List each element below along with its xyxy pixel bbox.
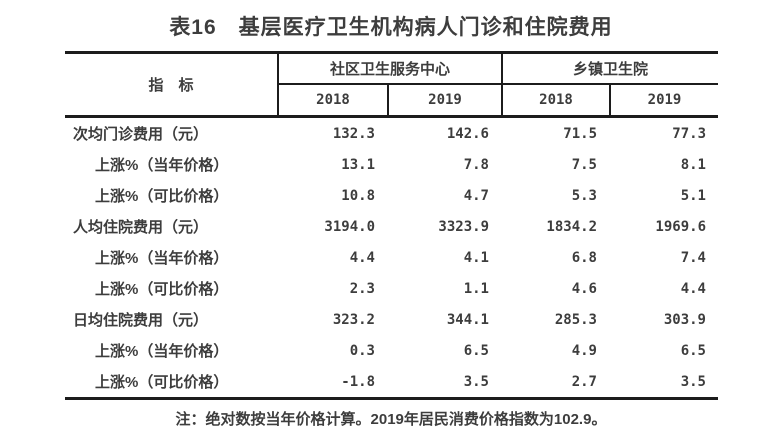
table-row: 上涨%（可比价格） 10.8 4.7 5.3 5.1: [65, 180, 718, 211]
value-cell: 4.9: [571, 342, 597, 359]
value-cell: 132.3: [332, 125, 375, 142]
row-label: 上涨%（可比价格）: [95, 188, 229, 205]
value-cell: 3.5: [680, 373, 706, 390]
value-cell: 4.7: [463, 187, 489, 204]
value-cell: 344.1: [446, 311, 489, 328]
row-label: 上涨%（可比价格）: [95, 281, 229, 298]
column-group-community-health-centers: 社区卫生服务中心: [277, 54, 501, 85]
value-cell: 4.4: [349, 249, 375, 266]
table-header: 指 标 社区卫生服务中心 乡镇卫生院 2018 2019 2018 2019: [65, 54, 718, 118]
row-label: 次均门诊费用（元）: [73, 126, 209, 143]
row-label: 上涨%（当年价格）: [95, 343, 229, 360]
value-cell: 10.8: [341, 187, 375, 204]
value-cell: 4.4: [680, 280, 706, 297]
value-cell: 6.5: [463, 342, 489, 359]
row-label: 上涨%（当年价格）: [95, 157, 229, 174]
table-row: 上涨%（当年价格） 13.1 7.8 7.5 8.1: [65, 149, 718, 180]
table-row: 上涨%（可比价格） 2.3 1.1 4.6 4.4: [65, 273, 718, 304]
value-cell: 3194.0: [324, 218, 375, 235]
value-cell: 7.8: [463, 156, 489, 173]
row-label: 上涨%（可比价格）: [95, 374, 229, 391]
row-label: 上涨%（当年价格）: [95, 250, 229, 267]
statistics-table: 指 标 社区卫生服务中心 乡镇卫生院 2018 2019 2018 2019 次…: [65, 51, 718, 400]
value-cell: 2.7: [571, 373, 597, 390]
footnote: 注：绝对数按当年价格计算。2019年居民消费价格指数为102.9。: [175, 411, 607, 428]
row-label: 日均住院费用（元）: [73, 312, 209, 329]
value-cell: 8.1: [680, 156, 706, 173]
table-title: 表16 基层医疗卫生机构病人门诊和住院费用: [169, 16, 613, 39]
value-cell: 0.3: [349, 342, 375, 359]
column-group-township-health-centers: 乡镇卫生院: [501, 54, 718, 85]
year-header-2018-group2: 2018: [501, 85, 609, 115]
value-cell: 2.3: [349, 280, 375, 297]
table-row: 次均门诊费用（元） 132.3 142.6 71.5 77.3: [65, 118, 718, 149]
value-cell: 6.5: [680, 342, 706, 359]
row-label: 人均住院费用（元）: [73, 219, 209, 236]
table-row: 日均住院费用（元） 323.2 344.1 285.3 303.9: [65, 304, 718, 335]
value-cell: 3323.9: [438, 218, 489, 235]
indicator-column-header: 指 标: [148, 77, 194, 94]
value-cell: 5.3: [571, 187, 597, 204]
table-row: 上涨%（当年价格） 4.4 4.1 6.8 7.4: [65, 242, 718, 273]
value-cell: 5.1: [680, 187, 706, 204]
value-cell: 7.5: [571, 156, 597, 173]
value-cell: 142.6: [446, 125, 489, 142]
year-header-2019-group2: 2019: [609, 85, 718, 115]
value-cell: 1969.6: [655, 218, 706, 235]
year-header-2018-group1: 2018: [277, 85, 387, 115]
value-cell: 4.6: [571, 280, 597, 297]
table-body: 次均门诊费用（元） 132.3 142.6 71.5 77.3 上涨%（当年价格…: [65, 118, 718, 397]
value-cell: 4.1: [463, 249, 489, 266]
value-cell: 77.3: [672, 125, 706, 142]
value-cell: 3.5: [463, 373, 489, 390]
value-cell: 1834.2: [546, 218, 597, 235]
value-cell: 71.5: [563, 125, 597, 142]
value-cell: 6.8: [571, 249, 597, 266]
value-cell: 13.1: [341, 156, 375, 173]
value-cell: -1.8: [341, 373, 375, 390]
value-cell: 285.3: [554, 311, 597, 328]
value-cell: 303.9: [663, 311, 706, 328]
table-row: 上涨%（当年价格） 0.3 6.5 4.9 6.5: [65, 335, 718, 366]
value-cell: 323.2: [332, 311, 375, 328]
table-row: 人均住院费用（元） 3194.0 3323.9 1834.2 1969.6: [65, 211, 718, 242]
table-row: 上涨%（可比价格） -1.8 3.5 2.7 3.5: [65, 366, 718, 397]
value-cell: 1.1: [463, 280, 489, 297]
year-header-2019-group1: 2019: [387, 85, 501, 115]
value-cell: 7.4: [680, 249, 706, 266]
